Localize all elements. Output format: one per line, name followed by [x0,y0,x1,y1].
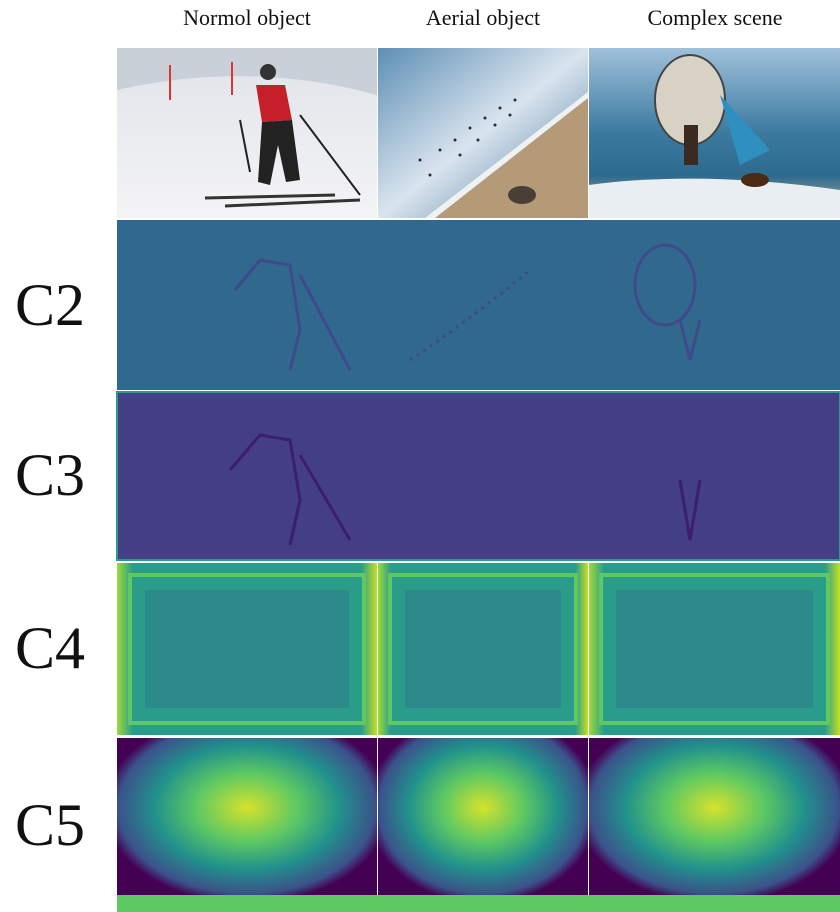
feature-map-c5 [117,738,840,912]
row-label: C3 [15,442,85,508]
photo-beach [589,48,840,218]
row-label: C5 [15,792,85,858]
column-header: Normol object [183,5,311,30]
photo-birds [378,48,588,218]
photo-ski [117,48,377,218]
figure: Normol object Aerial object Complex scen… [0,0,840,912]
row-label: C4 [15,615,85,681]
row-label: C2 [15,272,85,338]
feature-map-c3 [117,392,840,560]
feature-map-c4 [117,563,840,735]
column-header: Complex scene [647,5,782,30]
column-header: Aerial object [426,5,540,30]
feature-map-c2 [117,220,840,390]
